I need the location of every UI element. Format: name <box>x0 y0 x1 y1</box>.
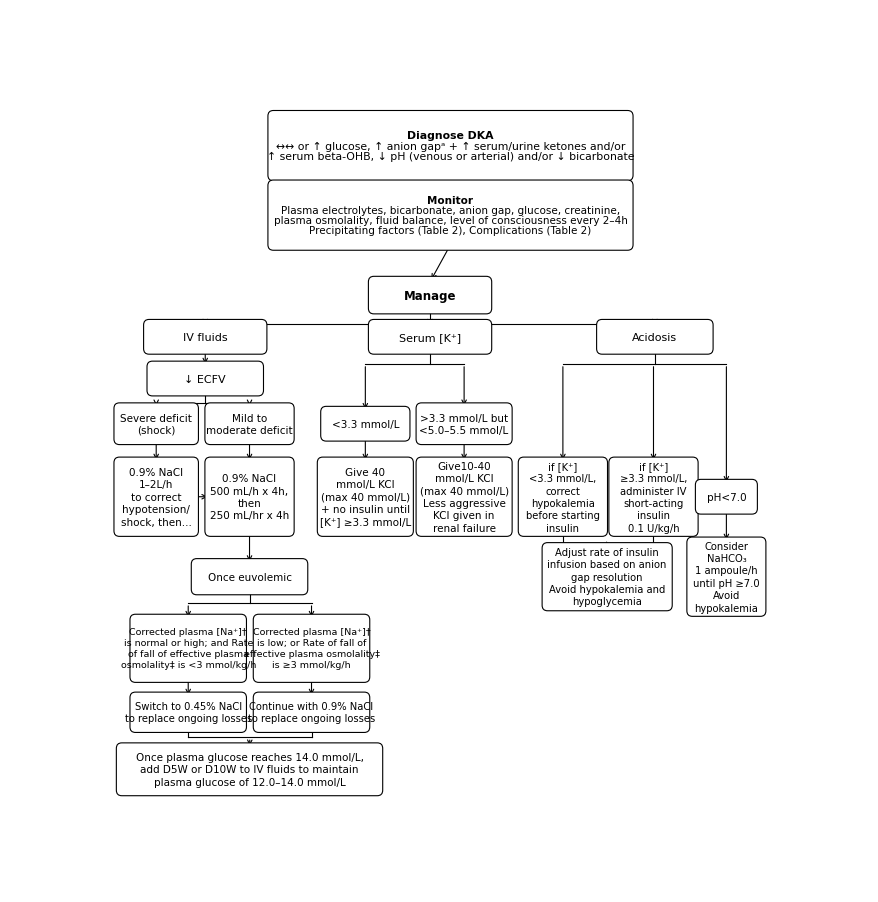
Text: Monitor: Monitor <box>427 196 473 206</box>
FancyBboxPatch shape <box>253 693 370 732</box>
FancyBboxPatch shape <box>114 457 198 537</box>
Text: if [K⁺]
<3.3 mmol/L,
correct
hypokalemia
before starting
insulin: if [K⁺] <3.3 mmol/L, correct hypokalemia… <box>525 461 599 533</box>
FancyBboxPatch shape <box>114 403 198 445</box>
FancyBboxPatch shape <box>116 743 382 796</box>
Text: plasma osmolality, fluid balance, level of consciousness every 2–4h: plasma osmolality, fluid balance, level … <box>273 216 627 226</box>
FancyBboxPatch shape <box>205 403 294 445</box>
FancyBboxPatch shape <box>368 277 491 315</box>
FancyBboxPatch shape <box>253 614 370 683</box>
FancyBboxPatch shape <box>694 480 757 514</box>
FancyBboxPatch shape <box>415 403 512 445</box>
FancyBboxPatch shape <box>686 538 765 617</box>
Text: if [K⁺]
≥3.3 mmol/L,
administer IV
short-acting
insulin
0.1 U/kg/h: if [K⁺] ≥3.3 mmol/L, administer IV short… <box>619 461 687 533</box>
Text: Mild to
moderate deficit: Mild to moderate deficit <box>206 413 292 436</box>
FancyBboxPatch shape <box>147 362 263 397</box>
Text: pH<7.0: pH<7.0 <box>706 492 745 502</box>
Text: 0.9% NaCl
500 mL/h x 4h,
then
250 mL/hr x 4h: 0.9% NaCl 500 mL/h x 4h, then 250 mL/hr … <box>210 474 289 520</box>
FancyBboxPatch shape <box>143 320 267 354</box>
FancyBboxPatch shape <box>542 543 672 611</box>
Text: Switch to 0.45% NaCl
to replace ongoing losses: Switch to 0.45% NaCl to replace ongoing … <box>125 701 252 723</box>
Text: IV fluids: IV fluids <box>183 333 227 343</box>
Text: Serum [K⁺]: Serum [K⁺] <box>399 333 461 343</box>
FancyBboxPatch shape <box>130 693 246 732</box>
Text: ↔↔ or ↑ glucose, ↑ anion gapᵃ + ↑ serum/urine ketones and/or: ↔↔ or ↑ glucose, ↑ anion gapᵃ + ↑ serum/… <box>276 142 624 152</box>
FancyBboxPatch shape <box>191 559 307 595</box>
Text: Give 40
mmol/L KCl
(max 40 mmol/L)
+ no insulin until
[K⁺] ≥3.3 mmol/L: Give 40 mmol/L KCl (max 40 mmol/L) + no … <box>320 467 411 527</box>
FancyBboxPatch shape <box>518 457 607 537</box>
Text: Continue with 0.9% NaCl
to replace ongoing losses: Continue with 0.9% NaCl to replace ongoi… <box>248 701 375 723</box>
Text: Diagnose DKA: Diagnose DKA <box>407 131 493 141</box>
Text: ↑ serum beta-OHB, ↓ pH (venous or arterial) and/or ↓ bicarbonate: ↑ serum beta-OHB, ↓ pH (venous or arteri… <box>266 152 634 161</box>
Text: Acidosis: Acidosis <box>631 333 677 343</box>
Text: Once plasma glucose reaches 14.0 mmol/L,
add D5W or D10W to IV fluids to maintai: Once plasma glucose reaches 14.0 mmol/L,… <box>135 752 363 787</box>
FancyBboxPatch shape <box>368 320 491 354</box>
Text: Once euvolemic: Once euvolemic <box>207 572 291 582</box>
FancyBboxPatch shape <box>608 457 697 537</box>
FancyBboxPatch shape <box>320 407 409 442</box>
Text: 0.9% NaCl
1–2L/h
to correct
hypotension/
shock, then...: 0.9% NaCl 1–2L/h to correct hypotension/… <box>120 467 191 527</box>
Text: Plasma electrolytes, bicarbonate, anion gap, glucose, creatinine,: Plasma electrolytes, bicarbonate, anion … <box>281 206 619 216</box>
FancyBboxPatch shape <box>205 457 294 537</box>
Text: Corrected plasma [Na⁺]†
is normal or high; and Rate
of fall of effective plasma
: Corrected plasma [Na⁺]† is normal or hig… <box>120 628 255 669</box>
Text: Give10-40
mmol/L KCl
(max 40 mmol/L)
Less aggressive
KCl given in
renal failure: Give10-40 mmol/L KCl (max 40 mmol/L) Les… <box>419 461 508 533</box>
Text: Manage: Manage <box>403 290 456 302</box>
Text: Severe deficit
(shock): Severe deficit (shock) <box>120 413 192 436</box>
Text: Precipitating factors (Table 2), Complications (Table 2): Precipitating factors (Table 2), Complic… <box>309 226 591 236</box>
FancyBboxPatch shape <box>268 180 632 251</box>
Text: Corrected plasma [Na⁺]†
is low; or Rate of fall of
effective plasma osmolality‡
: Corrected plasma [Na⁺]† is low; or Rate … <box>243 628 379 669</box>
FancyBboxPatch shape <box>268 111 632 181</box>
Text: ↓ ECFV: ↓ ECFV <box>184 374 226 384</box>
FancyBboxPatch shape <box>130 614 246 683</box>
Text: Consider
NaHCO₃
1 ampoule/h
until pH ≥7.0
Avoid
hypokalemia: Consider NaHCO₃ 1 ampoule/h until pH ≥7.… <box>692 541 759 613</box>
Text: >3.3 mmol/L but
<5.0–5.5 mmol/L: >3.3 mmol/L but <5.0–5.5 mmol/L <box>419 413 508 436</box>
Text: <3.3 mmol/L: <3.3 mmol/L <box>331 419 399 429</box>
FancyBboxPatch shape <box>596 320 712 354</box>
FancyBboxPatch shape <box>317 457 413 537</box>
FancyBboxPatch shape <box>415 457 512 537</box>
Text: Adjust rate of insulin
infusion based on anion
gap resolution
Avoid hypokalemia : Adjust rate of insulin infusion based on… <box>547 548 666 607</box>
